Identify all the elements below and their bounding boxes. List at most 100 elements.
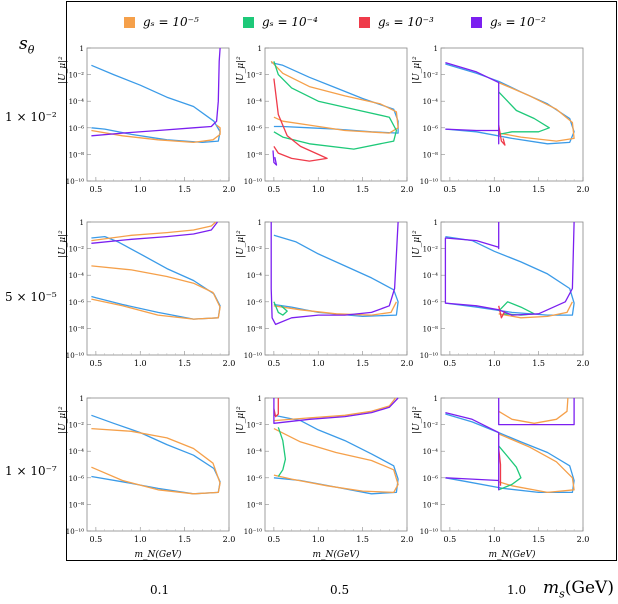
x-tick-label: 0.5 [90,359,103,368]
curve-purple [91,47,221,137]
y-tick-label: 10⁻⁴ [247,272,263,280]
y-tick-label: 10⁻⁶ [69,299,85,307]
x-tick-label: 1.5 [356,359,369,368]
x-tick-label: 1.0 [312,535,325,544]
y-tick-label: 10⁻⁶ [247,125,263,133]
y-tick-label: 10⁻¹⁰ [66,352,84,360]
x-tick-label: 1.0 [312,185,325,194]
y-tick-label: 10⁻⁴ [247,98,263,106]
x-tick-label: 2.0 [223,185,236,194]
y-tick-label: 10⁻⁶ [69,475,85,483]
x-tick-label: 1.0 [312,359,325,368]
curve-orange [270,60,399,134]
y-tick-label: 10⁻⁶ [247,475,263,483]
curve-green [498,91,550,136]
x-tick-label: 2.0 [401,185,414,194]
x-tick-label: 1.5 [532,535,545,544]
x-tick-label: 1.5 [356,185,369,194]
x-tick-label: 1.0 [134,359,147,368]
x-tick-label: 0.5 [90,185,103,194]
panel-x-axis-label: m_N(GeV) [489,549,536,560]
curve-purple [272,150,278,166]
y-tick-label: 10⁻² [247,422,263,430]
y-tick-label: 10⁻⁴ [69,272,85,280]
panel-r2-c2: 0.5 1.0 1.5 2.0 1 10⁻² 10⁻⁴ 10⁻⁶ 10⁻⁸ 10⁻¹⁰ |U_μ|²… [412,395,589,560]
panel-r0-c2: 0.5 1.0 1.5 2.0 1 10⁻² 10⁻⁴ 10⁻⁶ 10⁻⁸ 10⁻¹⁰ |U_μ|² [412,45,589,194]
y-tick-label: 10⁻⁴ [423,448,439,456]
panel-y-axis-label: |U_μ|² [236,406,246,434]
y-tick-label: 1 [258,45,262,53]
panel-r1-c0: 0.5 1.0 1.5 2.0 1 10⁻² 10⁻⁴ 10⁻⁶ 10⁻⁸ 10⁻¹⁰ |U_μ|² [58,219,235,368]
row-label-2: 5 × 10⁻⁵ [5,290,57,304]
x-tick-label: 1.5 [532,359,545,368]
y-tick-label: 10⁻² [423,422,439,430]
y-tick-label: 10⁻¹⁰ [244,528,262,536]
legend-label: gₛ = 10⁻² [490,15,546,29]
curve-blue [445,63,575,145]
legend-label: gₛ = 10⁻³ [378,15,434,29]
panel-r2-c0: 0.5 1.0 1.5 2.0 1 10⁻² 10⁻⁴ 10⁻⁶ 10⁻⁸ 10⁻¹⁰ |U_μ|²… [58,395,235,560]
y-tick-label: 10⁻² [69,246,85,254]
x-tick-label: 2.0 [223,359,236,368]
outer-frame [66,1,617,561]
panel-frame [86,47,230,182]
curve-red [273,398,279,418]
y-tick-label: 10⁻¹⁰ [420,178,438,186]
x-tick-label: 2.0 [401,535,414,544]
y-tick-label: 10⁻⁸ [69,325,85,333]
curve-blue [273,414,399,495]
curve-orange_top [273,397,397,422]
y-tick-label: 1 [258,395,262,403]
curve-red [498,124,506,146]
curve-purple2 [445,411,500,491]
x-tick-label: 1.5 [356,535,369,544]
curve-orange [498,301,573,319]
curve-orange [273,301,397,316]
curve-green [498,445,522,491]
curve-purple [444,221,575,316]
panel-y-axis-label: |U_μ|² [58,56,68,84]
panel-y-axis-label: |U_μ|² [58,230,68,258]
y-tick-label: 10⁻⁴ [423,98,439,106]
panel-y-axis-label: |U_μ|² [412,230,422,258]
panel-y-axis-label: |U_μ|² [58,406,68,434]
x-tick-label: 1.5 [178,535,191,544]
legend-item-gs-1e-5: gₛ = 10⁻⁵ [124,14,199,30]
y-tick-label: 10⁻¹⁰ [420,528,438,536]
y-tick-label: 10⁻⁴ [69,98,85,106]
y-tick-label: 1 [80,219,84,227]
x-tick-label: 1.0 [488,535,501,544]
curve-orange [91,124,221,144]
x-axis-title: ms(GeV) [543,578,614,601]
panel-r1-c2: 0.5 1.0 1.5 2.0 1 10⁻² 10⁻⁴ 10⁻⁶ 10⁻⁸ 10⁻¹⁰ |U_μ|² [412,219,589,368]
col-label-3: 1.0 [507,583,527,597]
y-tick-label: 10⁻⁸ [247,325,263,333]
y-tick-label: 1 [258,219,262,227]
y-tick-label: 10⁻¹⁰ [244,178,262,186]
legend-swatch [359,16,370,28]
legend-swatch [243,16,254,28]
y-tick-label: 10⁻⁴ [423,272,439,280]
y-tick-label: 10⁻² [69,422,85,430]
curve-purple [270,221,399,326]
curve-orange [91,221,217,242]
y-tick-label: 10⁻⁸ [423,501,439,509]
y-tick-label: 10⁻⁶ [69,125,85,133]
panel-frame [264,47,408,182]
y-tick-label: 10⁻¹⁰ [66,528,84,536]
x-tick-label: 0.5 [268,185,281,194]
y-tick-label: 10⁻⁸ [69,501,85,509]
curve-purple [91,221,219,244]
y-tick-label: 1 [434,45,438,53]
x-tick-label: 0.5 [90,535,103,544]
y-tick-label: 10⁻⁶ [423,299,439,307]
curve-orange [498,397,569,424]
y-tick-label: 10⁻² [69,72,85,80]
curve-orange [91,427,221,495]
panel-y-axis-label: |U_μ|² [236,56,246,84]
panel-y-axis-label: |U_μ|² [412,406,422,434]
x-tick-label: 0.5 [444,535,457,544]
col-label-1: 0.1 [150,583,170,597]
